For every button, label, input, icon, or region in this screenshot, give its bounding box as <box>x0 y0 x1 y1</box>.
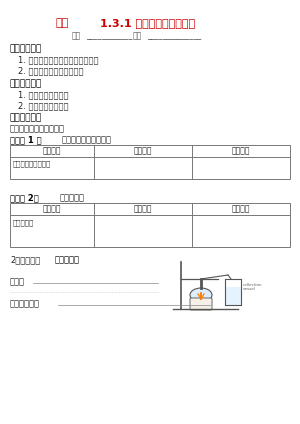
Text: 2、探究实验: 2、探究实验 <box>10 255 40 264</box>
Text: collection
vessel: collection vessel <box>243 283 262 291</box>
Ellipse shape <box>190 288 212 302</box>
Bar <box>10 145 290 179</box>
Text: 「酒精」和比较的作用: 「酒精」和比较的作用 <box>62 135 112 144</box>
Text: 班级: 班级 <box>72 31 81 40</box>
Text: 实验结论: 实验结论 <box>232 147 250 156</box>
Text: 课题: 课题 <box>55 18 68 28</box>
Text: 姓名: 姓名 <box>133 31 142 40</box>
Text: 2. 初步了解实验现象的描述: 2. 初步了解实验现象的描述 <box>18 66 83 75</box>
FancyBboxPatch shape <box>225 287 241 305</box>
Text: 实验内容: 实验内容 <box>43 147 61 156</box>
Text: 《实验 1 》: 《实验 1 》 <box>10 135 42 144</box>
Text: 1. 化学实验基本操作: 1. 化学实验基本操作 <box>18 90 68 99</box>
Text: ____________: ____________ <box>86 31 133 40</box>
Text: 《学习重点》: 《学习重点》 <box>10 79 42 88</box>
Text: 实验结论: 实验结论 <box>232 204 250 214</box>
Bar <box>10 203 290 247</box>
Text: 现象：: 现象： <box>10 277 25 286</box>
Text: 文字表达式：: 文字表达式： <box>10 299 40 308</box>
Text: 实验内容: 实验内容 <box>43 204 61 214</box>
Text: 《教学过程》: 《教学过程》 <box>10 113 42 122</box>
Text: 「酒精」和比较现象: 「酒精」和比较现象 <box>13 160 51 167</box>
Text: ______________: ______________ <box>147 31 201 40</box>
Text: 加热「锂」: 加热「锂」 <box>13 219 34 226</box>
Text: 1.3.1 怎样学习和研究化学: 1.3.1 怎样学习和研究化学 <box>100 18 195 28</box>
Text: 《学习目标》: 《学习目标》 <box>10 44 42 53</box>
Text: 加热「锂」: 加热「锂」 <box>60 193 85 202</box>
Text: 《实验 2》: 《实验 2》 <box>10 193 39 202</box>
Text: 1. 初步学会化学实验中的基本操作: 1. 初步学会化学实验中的基本操作 <box>18 55 98 64</box>
Text: 一、学习交流、分组实验: 一、学习交流、分组实验 <box>10 124 65 133</box>
FancyBboxPatch shape <box>190 298 212 310</box>
Text: 实验现象: 实验现象 <box>134 147 152 156</box>
Text: 实验现象: 实验现象 <box>134 204 152 214</box>
Text: 《锂加热》: 《锂加热》 <box>55 255 80 264</box>
Text: 2. 观察描述实验现象: 2. 观察描述实验现象 <box>18 101 68 110</box>
